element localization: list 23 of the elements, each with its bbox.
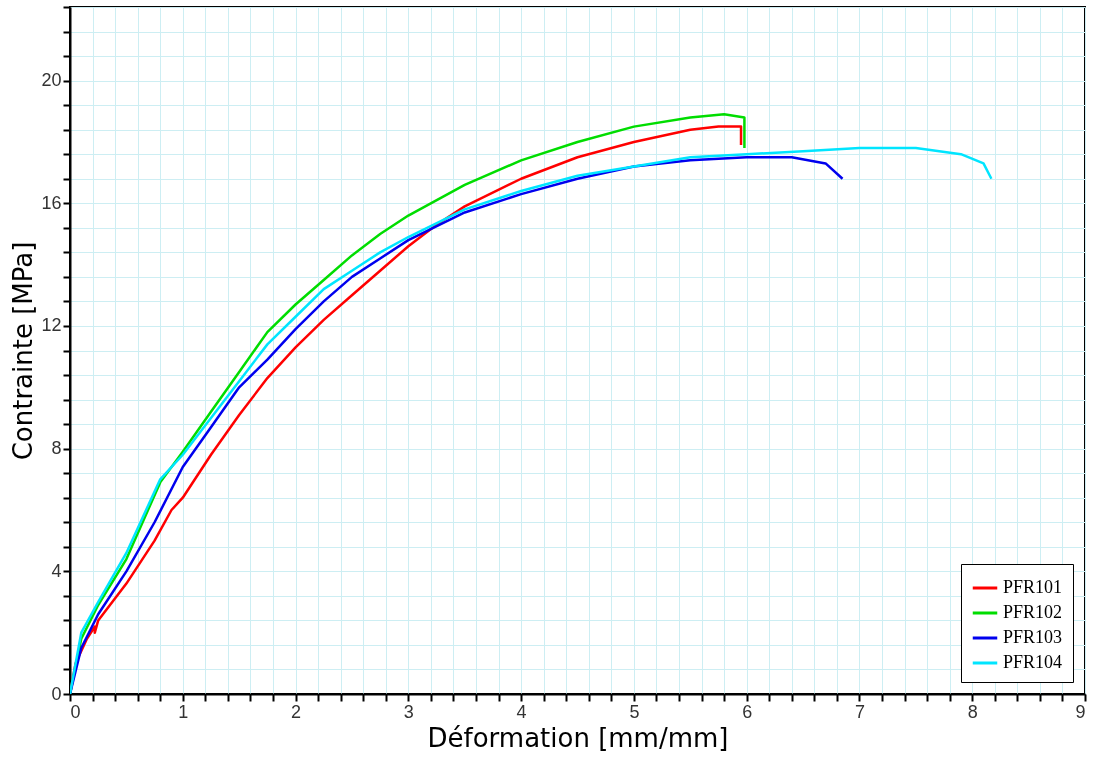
x-tick-label: 1 xyxy=(178,701,189,722)
x-tick-label: 5 xyxy=(629,701,640,722)
y-tick-label: 8 xyxy=(51,438,62,459)
y-tick-label: 16 xyxy=(41,192,62,213)
legend-label: PFR101 xyxy=(1003,577,1063,597)
x-tick-label: 0 xyxy=(70,701,81,722)
y-tick-label: 0 xyxy=(51,683,62,704)
line-series xyxy=(70,146,993,694)
x-tick-label: 2 xyxy=(291,701,302,722)
y-tick-label: 12 xyxy=(41,315,62,336)
legend-label: PFR104 xyxy=(1003,652,1063,672)
legend-label: PFR103 xyxy=(1003,627,1063,647)
x-tick-label: 4 xyxy=(516,701,527,722)
x-tick-label: 8 xyxy=(967,701,978,722)
x-tick-label: 7 xyxy=(854,701,865,722)
y-tick-label: 20 xyxy=(41,70,62,91)
y-tick-label: 4 xyxy=(51,560,62,581)
x-tick-label: 9 xyxy=(1075,701,1086,722)
x-axis-title: Déformation [mm/mm] xyxy=(427,722,729,753)
y-axis-title: Contrainte [MPa] xyxy=(8,241,39,461)
x-tick-label: 3 xyxy=(403,701,414,722)
legend-label: PFR102 xyxy=(1003,602,1063,622)
x-tick-label: 6 xyxy=(742,701,753,722)
